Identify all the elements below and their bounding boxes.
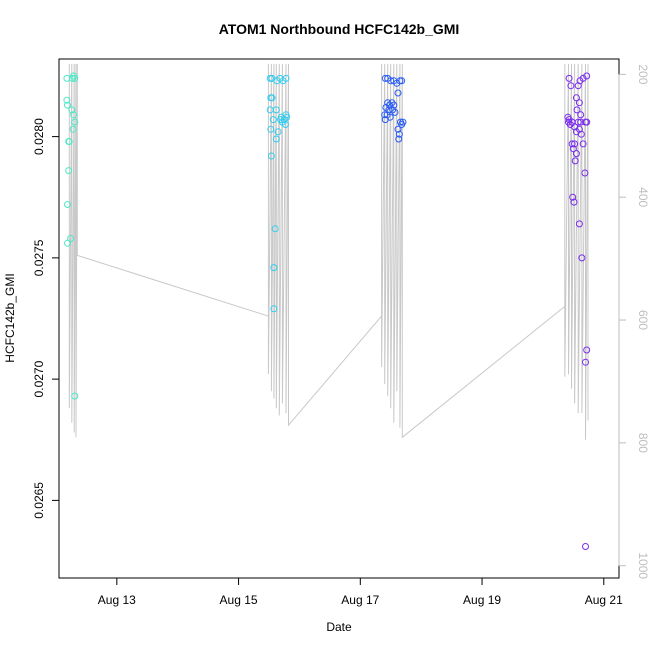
y2-axis: 200 400 600 800 1000 <box>618 64 650 579</box>
data-point <box>282 74 290 82</box>
x-tick-label: Aug 17 <box>341 593 379 607</box>
profile-line-layer <box>68 63 589 440</box>
data-point <box>395 135 403 143</box>
data-point <box>67 235 75 242</box>
data-point <box>64 201 71 208</box>
data-point <box>399 118 407 126</box>
data-point <box>578 254 586 262</box>
y-axis-label: HCFC142b_GMI <box>3 273 17 362</box>
data-point <box>68 106 76 114</box>
y-tick-label: 0.0265 <box>32 482 46 519</box>
data-point <box>71 118 79 126</box>
data-point <box>70 111 78 119</box>
data-point <box>391 108 399 116</box>
data-point <box>268 94 276 102</box>
data-point <box>574 118 582 126</box>
data-point <box>277 113 285 121</box>
data-point <box>395 130 403 138</box>
data-point <box>267 152 275 160</box>
y-tick-label: 0.0280 <box>32 118 46 155</box>
data-point <box>569 193 577 201</box>
x-axis: Aug 13 Aug 15 Aug 17 Aug 19 Aug 21 <box>98 577 623 607</box>
data-point <box>390 101 398 109</box>
y2-tick-label: 800 <box>636 433 650 453</box>
y-axis: 0.0265 0.0270 0.0275 0.0280 <box>32 118 60 519</box>
data-point <box>565 74 573 82</box>
data-point <box>272 106 280 114</box>
data-point <box>582 358 589 366</box>
data-point <box>571 140 579 148</box>
data-point <box>381 116 389 124</box>
data-point <box>570 198 578 206</box>
y2-tick-label: 600 <box>636 310 650 330</box>
x-tick-label: Aug 19 <box>463 593 501 607</box>
data-point <box>567 82 575 90</box>
data-point <box>271 225 279 233</box>
data-point <box>579 140 587 148</box>
data-point <box>582 543 589 550</box>
y2-tick-label: 400 <box>636 187 650 207</box>
data-point <box>269 116 277 124</box>
y2-tick-label: 1000 <box>636 552 650 579</box>
data-point <box>394 125 402 133</box>
data-point <box>385 106 393 114</box>
data-point <box>272 135 280 143</box>
data-point <box>583 118 591 126</box>
y2-tick-label: 200 <box>636 64 650 84</box>
data-point <box>575 99 583 107</box>
data-point <box>69 125 77 133</box>
profile-line <box>68 63 589 440</box>
data-point <box>64 239 71 247</box>
data-point <box>581 169 589 177</box>
data-point <box>387 77 395 85</box>
data-point <box>571 157 579 165</box>
y-tick-label: 0.0270 <box>32 360 46 397</box>
x-tick-label: Aug 13 <box>98 593 136 607</box>
data-point <box>568 140 576 148</box>
data-point <box>270 264 278 272</box>
data-point <box>575 220 583 228</box>
data-point <box>71 392 79 400</box>
data-point <box>572 94 580 102</box>
data-point <box>64 101 71 109</box>
data-point <box>65 167 73 175</box>
data-point <box>71 74 79 82</box>
data-point <box>579 74 587 82</box>
data-point <box>577 111 585 119</box>
y-tick-label: 0.0275 <box>32 239 46 276</box>
data-point <box>394 89 402 97</box>
data-points-layer <box>63 72 591 550</box>
data-point <box>569 145 577 153</box>
x-tick-label: Aug 21 <box>585 593 623 607</box>
x-axis-label: Date <box>326 620 352 634</box>
data-point <box>274 128 282 136</box>
data-point <box>65 138 73 145</box>
data-point <box>398 77 406 85</box>
data-point <box>270 305 278 313</box>
data-point <box>583 346 591 354</box>
data-point <box>267 125 275 133</box>
data-point <box>281 121 289 128</box>
data-point <box>574 82 582 90</box>
x-tick-label: Aug 15 <box>220 593 258 607</box>
data-point <box>573 106 581 114</box>
data-point <box>577 130 585 138</box>
chart-title: ATOM1 Northbound HCFC142b_GMI <box>219 21 460 37</box>
data-point <box>63 96 71 104</box>
data-point <box>583 72 591 80</box>
data-point <box>572 150 580 158</box>
